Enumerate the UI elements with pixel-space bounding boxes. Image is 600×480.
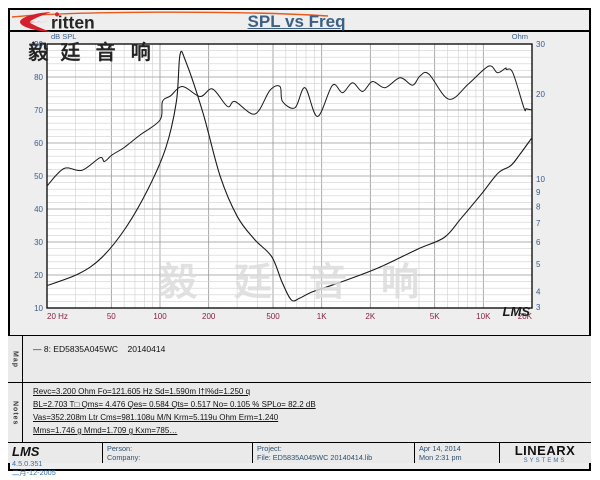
svg-text:80: 80 xyxy=(34,73,43,82)
svg-text:2K: 2K xyxy=(365,312,375,321)
svg-text:Ohm: Ohm xyxy=(512,32,528,41)
svg-text:廷: 廷 xyxy=(59,40,81,64)
svg-text:100: 100 xyxy=(153,312,167,321)
svg-text:90: 90 xyxy=(34,40,43,49)
svg-text:40: 40 xyxy=(34,205,43,214)
svg-text:响: 响 xyxy=(381,262,419,304)
svg-text:20 Hz: 20 Hz xyxy=(47,312,68,321)
svg-text:8: 8 xyxy=(536,202,541,211)
svg-text:10: 10 xyxy=(34,304,43,313)
svg-text:10: 10 xyxy=(536,175,545,184)
svg-text:7: 7 xyxy=(536,219,541,228)
svg-text:5: 5 xyxy=(536,260,541,269)
svg-text:3: 3 xyxy=(536,303,541,312)
svg-text:毅: 毅 xyxy=(159,261,198,304)
svg-text:响: 响 xyxy=(131,40,151,64)
svg-text:9: 9 xyxy=(536,188,541,197)
svg-text:LMS: LMS xyxy=(503,304,531,319)
svg-text:500: 500 xyxy=(266,312,280,321)
svg-text:dB SPL: dB SPL xyxy=(51,32,76,41)
svg-text:50: 50 xyxy=(34,172,43,181)
svg-text:20: 20 xyxy=(34,271,43,280)
svg-text:30: 30 xyxy=(34,238,43,247)
svg-text:50: 50 xyxy=(107,312,116,321)
svg-text:30: 30 xyxy=(536,40,545,49)
svg-text:6: 6 xyxy=(536,238,541,247)
svg-text:60: 60 xyxy=(34,139,43,148)
svg-text:10K: 10K xyxy=(476,312,491,321)
svg-text:70: 70 xyxy=(34,106,43,115)
svg-text:1K: 1K xyxy=(317,312,327,321)
svg-text:廷: 廷 xyxy=(234,262,272,304)
svg-text:4: 4 xyxy=(536,288,541,297)
svg-text:5K: 5K xyxy=(430,312,440,321)
svg-text:音: 音 xyxy=(309,262,347,304)
svg-text:音: 音 xyxy=(96,40,116,64)
svg-text:20: 20 xyxy=(536,90,545,99)
svg-text:200: 200 xyxy=(202,312,216,321)
